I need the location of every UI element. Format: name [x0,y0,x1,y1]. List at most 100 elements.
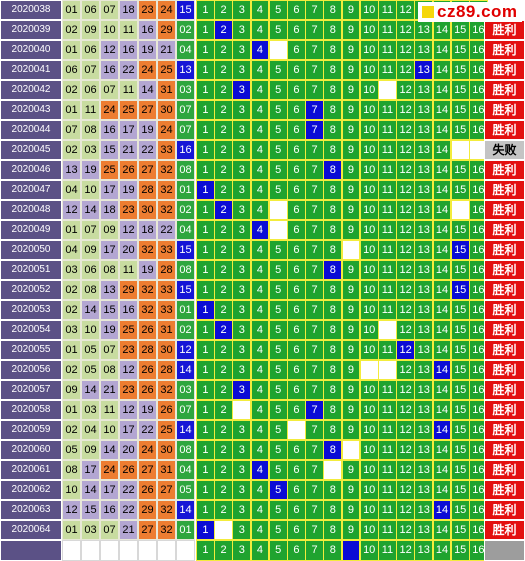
trend-number-cell[interactable]: 13 [414,280,434,300]
trend-number-cell[interactable]: 13 [414,80,434,100]
trend-number-cell[interactable]: 5 [268,500,288,520]
trend-number-cell[interactable]: 11 [378,220,397,240]
trend-number-cell[interactable]: 11 [378,60,397,80]
trend-number-cell[interactable]: 7 [305,220,324,240]
trend-number-cell[interactable]: 13 [414,60,434,80]
trend-number-cell[interactable]: 10 [359,140,379,160]
trend-number-cell[interactable]: 9 [341,180,361,200]
trend-number-cell[interactable]: 13 [414,120,434,140]
footer-number-cell[interactable]: 4 [250,540,270,561]
trend-number-cell[interactable]: 6 [287,460,306,480]
site-logo[interactable]: cz89.com [418,2,522,22]
trend-number-cell[interactable]: 4 [250,320,270,340]
trend-number-cell[interactable]: 6 [287,240,306,260]
trend-number-cell[interactable]: 3 [232,140,252,160]
trend-number-cell[interactable]: 13 [414,480,434,500]
trend-number-cell[interactable]: 3 [232,180,252,200]
trend-number-cell[interactable]: 4 [250,360,270,380]
trend-number-cell[interactable]: 1 [196,320,215,340]
trend-number-cell[interactable]: 8 [323,200,343,220]
trend-number-cell[interactable]: 13 [414,20,434,40]
trend-number-cell[interactable]: 8 [323,500,343,520]
trend-number-cell[interactable]: 2 [214,140,233,160]
trend-number-cell[interactable]: 8 [323,180,343,200]
trend-number-cell[interactable]: 15 [450,460,470,480]
trend-number-cell[interactable]: 6 [287,140,306,160]
trend-number-cell[interactable]: 3 [232,100,252,120]
trend-number-cell[interactable]: 4 [250,380,270,400]
trend-number-cell[interactable]: 11 [378,180,397,200]
trend-number-cell[interactable]: 14 [432,200,452,220]
trend-number-cell[interactable]: 6 [287,380,306,400]
trend-number-cell[interactable]: 8 [323,320,343,340]
trend-number-cell[interactable]: 10 [359,260,379,280]
trend-number-cell[interactable]: 15 [450,100,470,120]
trend-number-cell[interactable]: 3 [232,300,252,320]
trend-number-cell[interactable]: 9 [341,280,361,300]
trend-number-cell[interactable]: 14 [432,400,452,420]
trend-number-cell[interactable]: 12 [396,20,415,40]
trend-number-cell[interactable]: 14 [432,360,452,380]
trend-number-cell[interactable]: 4 [250,180,270,200]
trend-number-cell[interactable]: 14 [432,420,452,440]
trend-number-cell[interactable]: 4 [250,480,270,500]
trend-number-cell[interactable]: 10 [359,460,379,480]
trend-number-cell[interactable]: 4 [250,60,270,80]
trend-number-cell[interactable]: 9 [341,480,361,500]
trend-number-cell[interactable]: 10 [359,500,379,520]
trend-number-cell[interactable]: 7 [305,500,324,520]
trend-number-cell[interactable]: 11 [378,380,397,400]
trend-number-cell[interactable]: 6 [287,260,306,280]
trend-number-cell[interactable] [378,320,397,340]
trend-number-cell[interactable]: 9 [341,20,361,40]
trend-number-cell[interactable]: 14 [432,380,452,400]
trend-number-cell[interactable]: 3 [232,380,252,400]
trend-number-cell[interactable]: 14 [432,520,452,540]
trend-number-cell[interactable]: 13 [414,140,434,160]
trend-number-cell[interactable]: 5 [268,100,288,120]
trend-number-cell[interactable]: 11 [378,20,397,40]
trend-number-cell[interactable]: 6 [287,280,306,300]
trend-number-cell[interactable]: 10 [359,400,379,420]
trend-number-cell[interactable]: 12 [396,360,415,380]
trend-number-cell[interactable]: 6 [287,160,306,180]
footer-number-cell[interactable]: 10 [359,540,379,561]
trend-number-cell[interactable]: 10 [359,200,379,220]
trend-number-cell[interactable]: 4 [250,80,270,100]
trend-number-cell[interactable]: 3 [232,280,252,300]
trend-number-cell[interactable]: 3 [232,60,252,80]
trend-number-cell[interactable]: 14 [432,480,452,500]
trend-number-cell[interactable]: 4 [250,440,270,460]
trend-number-cell[interactable]: 2 [214,40,233,60]
footer-number-cell[interactable]: 2 [214,540,233,561]
trend-number-cell[interactable]: 9 [341,500,361,520]
trend-number-cell[interactable]: 16 [469,280,488,300]
trend-number-cell[interactable]: 8 [323,240,343,260]
trend-number-cell[interactable]: 8 [323,140,343,160]
trend-number-cell[interactable]: 7 [305,320,324,340]
trend-number-cell[interactable]: 5 [268,360,288,380]
trend-number-cell[interactable]: 12 [396,300,415,320]
trend-number-cell[interactable]: 4 [250,260,270,280]
trend-number-cell[interactable]: 10 [359,40,379,60]
trend-number-cell[interactable]: 6 [287,20,306,40]
trend-number-cell[interactable]: 2 [214,360,233,380]
trend-number-cell[interactable]: 9 [341,40,361,60]
trend-number-cell[interactable]: 5 [268,520,288,540]
trend-number-cell[interactable]: 10 [359,180,379,200]
trend-number-cell[interactable]: 1 [196,480,215,500]
trend-number-cell[interactable]: 2 [214,400,233,420]
trend-number-cell[interactable]: 12 [396,420,415,440]
trend-number-cell[interactable]: 4 [250,240,270,260]
trend-number-cell[interactable]: 2 [214,200,233,220]
trend-number-cell[interactable]: 13 [414,500,434,520]
trend-number-cell[interactable]: 8 [323,80,343,100]
trend-number-cell[interactable]: 11 [378,400,397,420]
trend-number-cell[interactable]: 11 [378,240,397,260]
trend-number-cell[interactable]: 13 [414,520,434,540]
trend-number-cell[interactable]: 1 [196,140,215,160]
trend-number-cell[interactable]: 5 [268,300,288,320]
trend-number-cell[interactable]: 14 [432,220,452,240]
trend-number-cell[interactable] [378,80,397,100]
trend-number-cell[interactable]: 6 [287,120,306,140]
